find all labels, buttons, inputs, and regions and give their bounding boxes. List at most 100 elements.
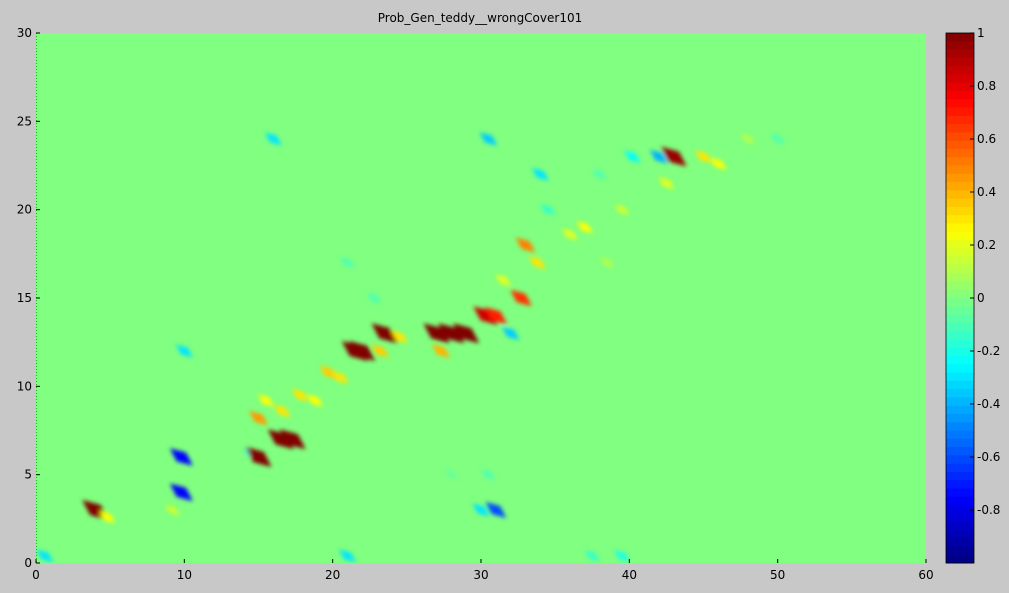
heatmap-cell	[479, 132, 498, 146]
colorbar-swatch	[946, 148, 974, 158]
x-axis: 0 10 20 30 40 50 60	[32, 559, 934, 582]
colorbar-swatch	[946, 240, 974, 249]
colorbar-tick-label: -0.4	[977, 397, 1000, 411]
heatmap-cell	[661, 146, 687, 167]
colorbar-swatch	[946, 198, 974, 208]
colorbar-swatch	[946, 463, 974, 473]
y-tick-label: 0	[24, 556, 32, 570]
colorbar-swatch	[946, 41, 974, 51]
heatmap-cell	[528, 256, 546, 270]
colorbar-tick-label: -0.2	[977, 344, 1000, 358]
heatmap-cell	[349, 340, 376, 362]
x-tick-label: 40	[622, 568, 637, 582]
colorbar-swatch	[946, 33, 974, 42]
heatmap-cell	[36, 549, 54, 563]
colorbar-swatch	[946, 405, 974, 415]
x-tick-label: 10	[177, 568, 192, 582]
colorbar-swatch	[946, 438, 974, 448]
colorbar-swatch	[946, 66, 974, 75]
x-tick-label: 60	[918, 568, 933, 582]
heatmap-cell	[366, 292, 382, 304]
y-tick-label: 15	[17, 291, 32, 305]
colorbar-swatch	[946, 231, 974, 241]
colorbar-swatch	[946, 264, 974, 274]
colorbar-swatch	[946, 521, 974, 531]
heatmap-cell	[371, 323, 398, 344]
colorbar-swatch	[946, 74, 974, 84]
colorbar-swatch	[946, 364, 974, 374]
colorbar-swatch	[946, 480, 974, 489]
colorbar-tick-label: -0.6	[977, 450, 1000, 464]
colorbar-swatch	[946, 471, 974, 481]
colorbar-tick-label: 1	[977, 26, 985, 40]
heatmap-cell	[710, 157, 727, 170]
colorbar-swatch	[946, 140, 974, 150]
heatmap-cell	[169, 448, 193, 466]
colorbar-swatch	[946, 124, 974, 133]
colorbar-swatch	[946, 538, 974, 547]
colorbar-swatch	[946, 182, 974, 191]
colorbar-swatch	[946, 529, 974, 539]
colorbar-swatch	[946, 488, 974, 498]
colorbar-swatch	[946, 173, 974, 183]
colorbar-swatch	[946, 389, 974, 398]
heatmap-cell	[291, 388, 309, 402]
colorbar-swatch	[946, 413, 974, 423]
heatmap-cell	[340, 257, 355, 269]
colorbar-tick-label: 0.2	[977, 238, 996, 252]
colorbar-tick-label: 0.8	[977, 79, 996, 93]
heatmap-cell	[658, 177, 675, 190]
heatmap-cell	[481, 469, 496, 481]
colorbar-swatch	[946, 256, 974, 266]
heatmap-cell	[472, 503, 490, 517]
heatmap-cell	[624, 150, 641, 163]
y-tick-label: 5	[24, 468, 32, 482]
colorbar-swatch	[946, 82, 974, 92]
colorbar-swatch	[946, 281, 974, 291]
heatmap-cell	[444, 469, 459, 480]
colorbar-swatch	[946, 505, 974, 514]
colorbar-tick-label: -0.8	[977, 503, 1000, 517]
colorbar-tick-label: 0.6	[977, 132, 996, 146]
heatmap-cell	[264, 132, 282, 146]
colorbar-swatch	[946, 347, 974, 357]
heatmap-cell	[438, 323, 465, 344]
colorbar-swatch	[946, 132, 974, 142]
heatmap-cell	[576, 221, 594, 234]
heatmap-cell	[175, 344, 193, 358]
heatmap-cell	[501, 326, 520, 341]
chart-title: Prob_Gen_teddy__wrongCover101	[378, 11, 582, 25]
colorbar-swatch	[946, 513, 974, 523]
heatmap-cell	[371, 344, 389, 358]
colorbar-swatch	[946, 190, 974, 200]
heatmap-cell	[257, 394, 275, 407]
heatmap-cell	[306, 394, 324, 407]
x-tick-label: 0	[32, 568, 40, 582]
heatmap-cell	[614, 549, 630, 562]
y-tick-label: 10	[17, 379, 32, 393]
y-axis: 0 5 10 15 20 25 30	[17, 26, 40, 570]
heatmap-cell	[515, 237, 536, 253]
heatmap-cell	[649, 149, 669, 164]
heatmap-cell	[599, 257, 615, 269]
heatmap-cell	[770, 133, 785, 145]
heatmap-cell	[484, 307, 508, 325]
colorbar-swatch	[946, 223, 974, 233]
colorbar-swatch	[946, 49, 974, 59]
colorbar-swatch	[946, 380, 974, 390]
plot-area	[36, 33, 926, 563]
colorbar-swatch	[946, 215, 974, 224]
heatmap-cell	[584, 550, 600, 562]
heatmap-cell	[495, 274, 512, 287]
heatmap-cell	[319, 365, 338, 379]
colorbar-swatch	[946, 314, 974, 324]
colorbar-tick-label: 0	[977, 291, 985, 305]
y-tick-label: 30	[17, 26, 32, 40]
colorbar-swatch	[946, 298, 974, 307]
heatmap-cell	[614, 203, 630, 216]
colorbar-swatch	[946, 115, 974, 125]
colorbar-swatch	[946, 90, 974, 100]
colorbar-swatch	[946, 57, 974, 67]
